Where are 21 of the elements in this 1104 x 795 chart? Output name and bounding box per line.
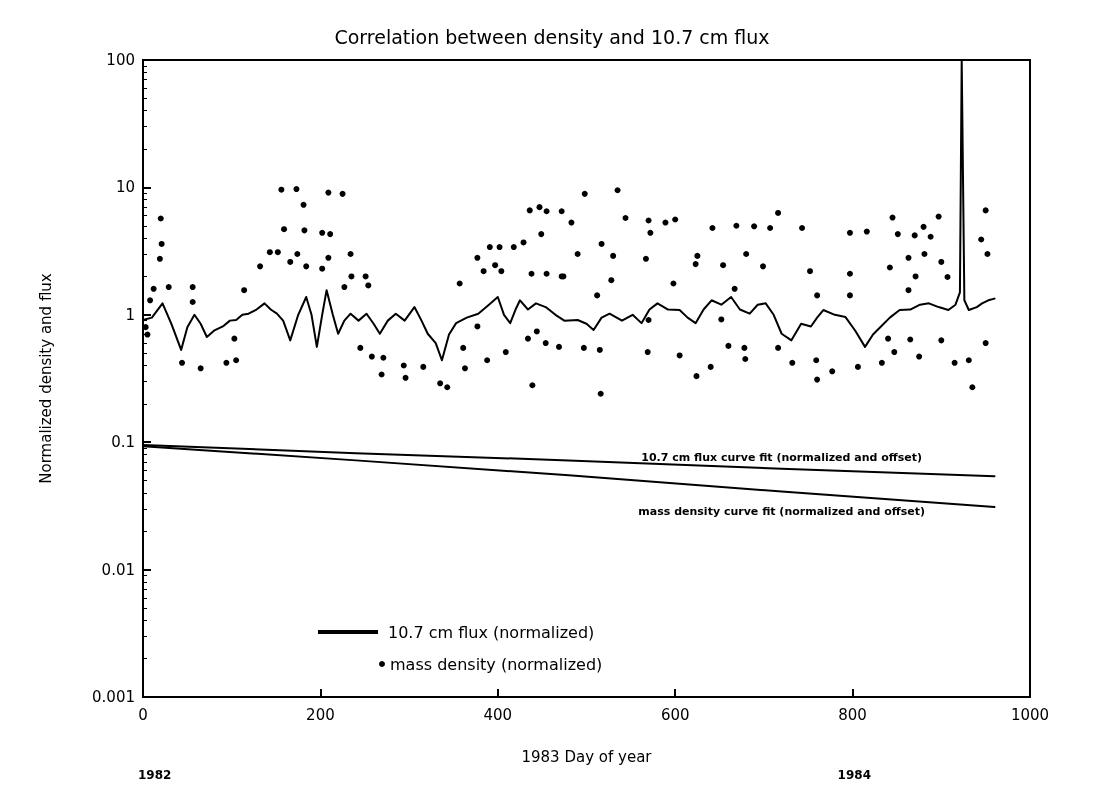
legend-label: 10.7 cm flux (normalized): [388, 622, 595, 642]
x-tick-label: 600: [660, 705, 690, 724]
x-tick-label: 400: [483, 705, 513, 724]
y-tick-label: 1: [125, 305, 135, 324]
chart-title: Correlation between density and 10.7 cm flux: [334, 25, 770, 48]
x-tick-label: 1000: [1010, 705, 1050, 724]
y-tick-label: 0.001: [92, 688, 135, 706]
text: 1984: [837, 768, 872, 782]
y-tick-label: 0.01: [101, 560, 135, 579]
y-axis-title: Normalized density and flux: [36, 273, 55, 484]
x-tick-label: 0: [138, 705, 148, 724]
legend-label: mass density (normalized): [390, 654, 603, 674]
x-axis-title: 1983 Day of year: [521, 747, 653, 766]
y-tick-label: 10: [115, 178, 135, 197]
y-tick-label: 100: [106, 51, 135, 69]
series-label: mass density curve fit (normalized and offset): [638, 504, 925, 518]
text: 1982: [138, 768, 172, 782]
x-tick-label: 800: [838, 705, 867, 724]
series-label: 10.7 cm flux curve fit (normalized and offset): [641, 450, 923, 464]
y-tick-label: 0.1: [111, 433, 135, 452]
x-tick-label: 200: [306, 705, 335, 724]
